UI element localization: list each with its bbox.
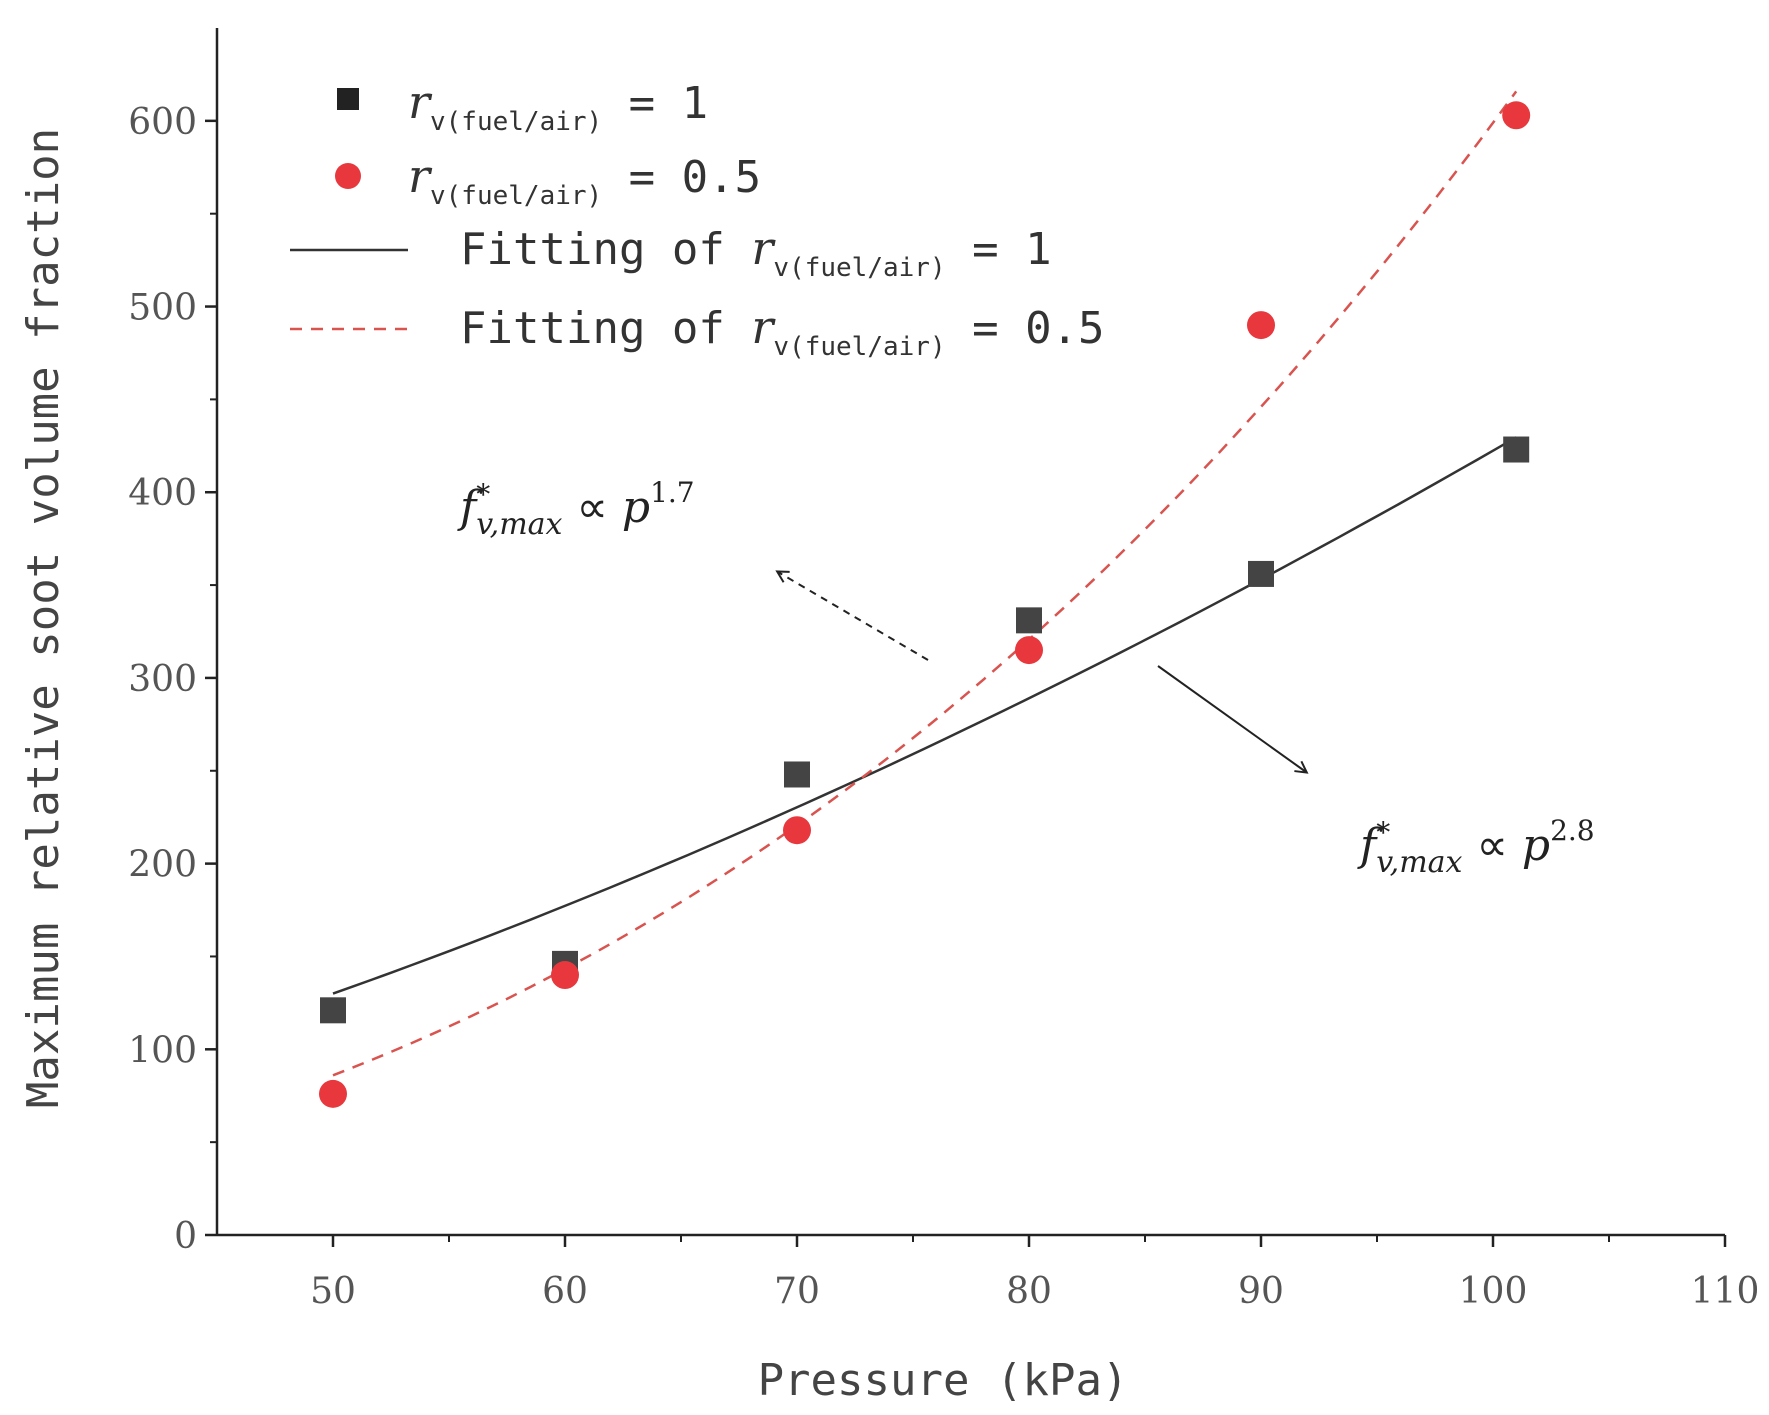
data-point-square [1248, 560, 1274, 587]
axes [215, 28, 1725, 1237]
data-point-square [1503, 436, 1530, 463]
data-point-circle [551, 961, 579, 990]
x-ticks: 50 60 70 80 90 100 110 [310, 1235, 1759, 1312]
y-axis-title: Maximum relative soot volume fraction [18, 128, 69, 1108]
y-tick-label: 0 [174, 1216, 197, 1257]
data-point-circle [783, 816, 811, 845]
data-point-circle [1247, 311, 1275, 340]
data-point-square [784, 761, 810, 788]
y-tick-label: 500 [128, 288, 197, 329]
fit-line-1 [332, 436, 1517, 995]
legend-label-series-2: rv(fuel/air) = 0.5 [408, 149, 761, 211]
y-tick-label: 100 [128, 1030, 197, 1071]
annotation-2-arrow [1157, 665, 1306, 772]
data-point-circle [1502, 101, 1531, 130]
y-tick-label: 600 [128, 102, 197, 143]
y-tick-label: 300 [128, 659, 197, 700]
fit-lines [332, 90, 1518, 1077]
annotation-1-label: f* v,max ∝ p1.7 [432, 476, 715, 542]
legend-label-fit-2: Fitting of rv(fuel/air) = 0.5 [432, 300, 1125, 362]
x-tick-label: 70 [774, 1271, 820, 1312]
y-tick-label: 400 [128, 473, 197, 514]
legend: rv(fuel/air) = 1 rv(fuel/air) = 0.5 Fitt… [290, 75, 1125, 362]
annotation-2: f* v,max ∝ p2.8 [1157, 665, 1615, 880]
annotation-2-label: f* v,max ∝ p2.8 [1332, 814, 1615, 880]
fit-line-2 [332, 90, 1518, 1077]
data-point-circle [1015, 636, 1043, 665]
annotation-1: f* v,max ∝ p1.7 [432, 476, 929, 661]
x-tick-label: 50 [310, 1271, 356, 1312]
y-ticks: 0 100 200 300 400 500 600 [128, 102, 217, 1257]
legend-label-fit-1: Fitting of rv(fuel/air) = 1 [432, 221, 1072, 283]
x-tick-label: 110 [1691, 1271, 1760, 1312]
data-points [319, 101, 1531, 1108]
legend-marker-circle [335, 163, 361, 189]
x-tick-label: 100 [1459, 1271, 1528, 1312]
y-tick-label: 200 [128, 845, 197, 886]
x-tick-label: 60 [542, 1271, 588, 1312]
data-point-square [1016, 607, 1042, 634]
data-point-square [320, 997, 346, 1024]
legend-marker-square [337, 88, 359, 110]
annotation-1-arrow [778, 572, 929, 661]
legend-label-series-1: rv(fuel/air) = 1 [408, 75, 708, 137]
data-point-circle [319, 1079, 347, 1108]
x-axis-title: Pressure (kPa) [758, 1355, 1129, 1406]
x-tick-label: 80 [1006, 1271, 1052, 1312]
x-tick-label: 90 [1238, 1271, 1284, 1312]
